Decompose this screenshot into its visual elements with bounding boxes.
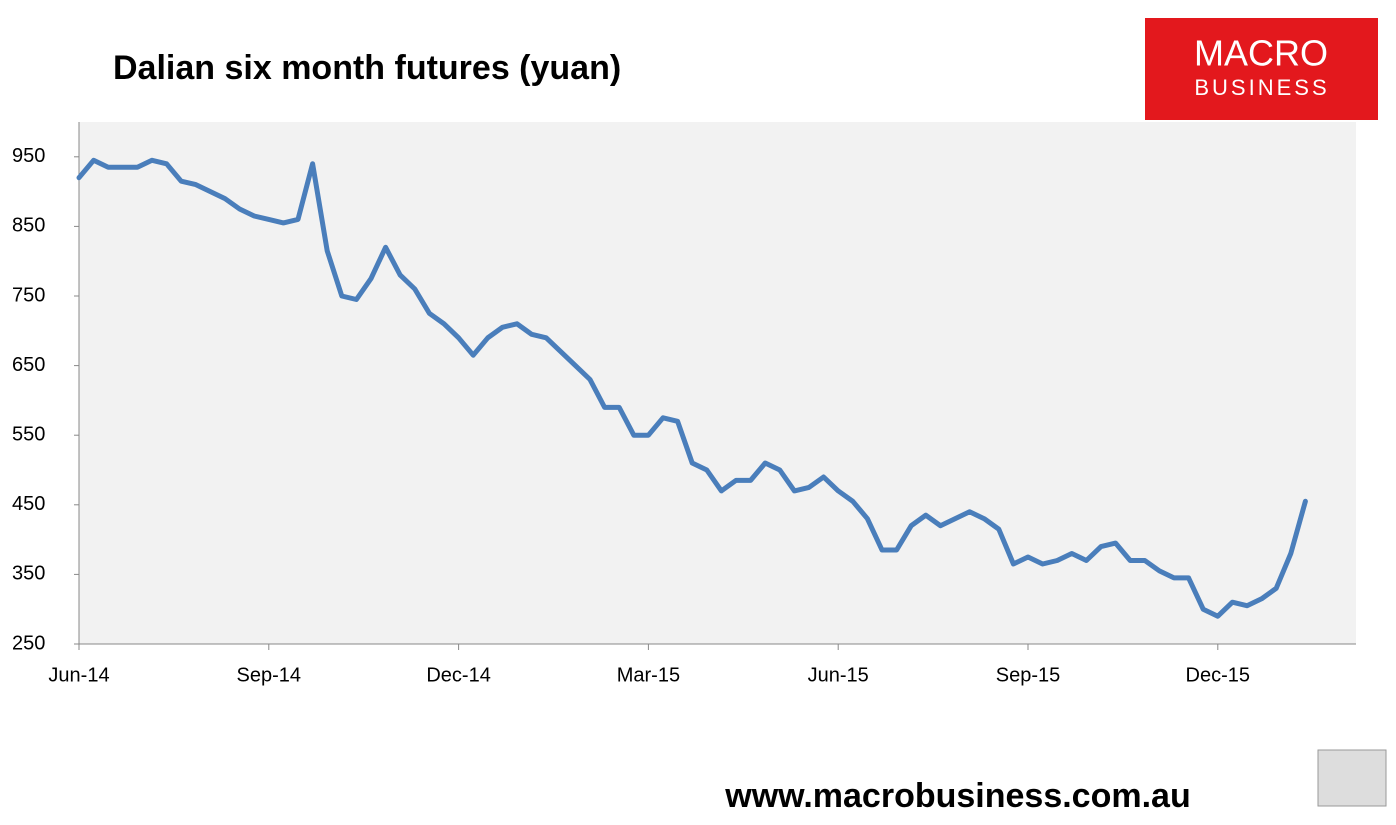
x-tick-label: Dec-15	[1186, 664, 1250, 686]
x-tick-label: Jun-15	[808, 664, 869, 686]
y-tick-label: 250	[12, 632, 45, 654]
x-tick-label: Jun-14	[48, 664, 109, 686]
chart-title: Dalian six month futures (yuan)	[113, 49, 621, 87]
y-tick-label: 350	[12, 563, 45, 585]
y-tick-label: 750	[12, 284, 45, 306]
y-tick-label: 650	[12, 354, 45, 376]
logo-text: MACRO	[1194, 33, 1328, 74]
logo-text: BUSINESS	[1194, 75, 1329, 100]
plot-area	[79, 122, 1356, 644]
line-series	[76, 157, 1308, 619]
x-tick-label: Dec-14	[426, 664, 490, 686]
logo-box	[1145, 18, 1378, 120]
logo-icon	[1317, 749, 1387, 807]
footer-url: www.macrobusiness.com.au	[724, 777, 1190, 815]
y-tick-label: 450	[12, 493, 45, 515]
y-tick-label: 850	[12, 215, 45, 237]
y-tick-label: 550	[12, 423, 45, 445]
x-tick-label: Sep-15	[996, 664, 1061, 686]
y-tick-label: 950	[12, 145, 45, 167]
x-tick-label: Sep-14	[237, 664, 302, 686]
x-tick-label: Mar-15	[617, 664, 680, 686]
